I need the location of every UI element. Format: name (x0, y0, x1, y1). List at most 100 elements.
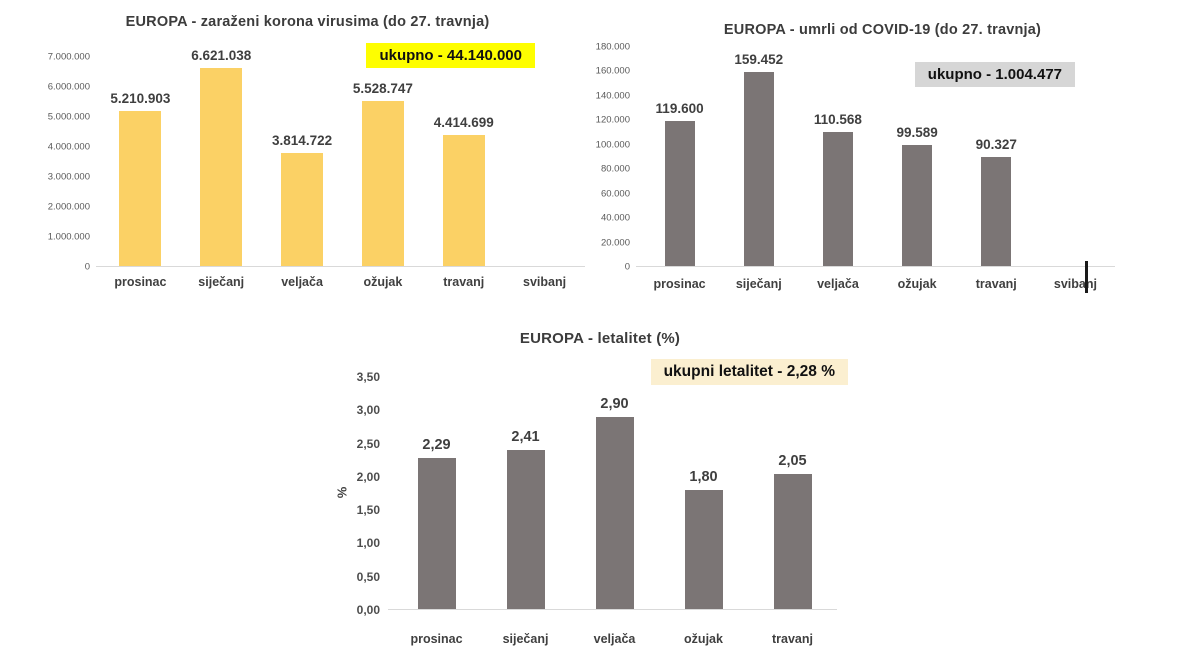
y-tick-label: 2,00 (356, 469, 380, 484)
y-tick-label: 20.000 (600, 237, 630, 249)
category-slot: 1,80 (659, 377, 748, 610)
bar-prosinac (664, 120, 695, 267)
plot-area: 119.600 159.452 110.568 99.589 90.327 (636, 47, 1115, 267)
x-tick-label: siječanj (198, 275, 245, 289)
x-axis-labels: prosinac siječanj veljača ožujak travanj svib… (100, 275, 585, 289)
value-label: 99.589 (896, 125, 938, 141)
x-tick-label: svibanj (523, 275, 567, 289)
category-slot: 6.621.038 (181, 48, 262, 267)
x-tick-label: travanj (975, 277, 1017, 291)
x-tick-label: prosinac (410, 632, 463, 646)
bar-veljača (822, 131, 853, 267)
x-tick-label: travanj (443, 275, 485, 289)
total-badge: ukupni letalitet - 2,28 % (650, 359, 848, 385)
y-tick-label: 3,50 (356, 370, 380, 384)
y-tick-label: 120.000 (595, 114, 630, 126)
value-label: 119.600 (655, 100, 704, 116)
x-tick-label: veljača (281, 275, 323, 289)
y-axis: 180.000 160.000 140.000 120.000 100.000 80.00… (595, 42, 640, 273)
value-label: 5.210.903 (110, 90, 171, 106)
y-tick-label: 0,50 (356, 569, 380, 584)
y-tick-label: 2.000.000 (47, 201, 90, 213)
chart-title: EUROPA - umrli od COVID-19 (do 27. travn… (723, 22, 1042, 38)
bar-siječanj (743, 72, 774, 267)
value-label: 90.327 (975, 136, 1017, 152)
value-label: 2,41 (511, 428, 540, 445)
plot-area: 2,29 2,41 2,90 1,80 2,05 (388, 377, 837, 610)
category-slot: 2,90 (570, 377, 659, 610)
y-tick-label: 3.000.000 (47, 171, 90, 183)
value-label: 3.814.722 (272, 132, 333, 148)
value-label: 159.452 (734, 52, 784, 68)
value-label: 6.621.038 (191, 48, 252, 64)
y-tick-label: 5.000.000 (47, 111, 90, 123)
x-tick-label: travanj (772, 632, 813, 646)
plot-area: 5.210.903 6.621.038 3.814.722 5.528.747 4.41… (96, 48, 585, 267)
y-tick-label: 0 (624, 261, 630, 273)
x-axis-labels: prosinac siječanj veljača ožujak travanj (392, 632, 837, 646)
category-slot: 110.568 (798, 47, 877, 267)
text-cursor (1085, 261, 1088, 293)
y-tick-label: 2,50 (356, 436, 380, 451)
bar-siječanj (200, 68, 243, 267)
value-label: 2,90 (600, 395, 629, 412)
y-tick-label: 160.000 (595, 65, 630, 77)
y-tick-label: 0,00 (356, 603, 380, 617)
category-slot: 119.600 (640, 47, 719, 267)
y-tick-label: 140.000 (595, 90, 630, 102)
chart-lethality-europe: EUROPA - letalitet (%) ukupni letalitet … (330, 325, 870, 659)
x-tick-label: ožujak (897, 277, 937, 291)
category-slot: 159.452 (719, 47, 798, 267)
category-slot (504, 57, 585, 267)
y-axis: 3,50 3,00 2,50 2,00 1,50 1,00 0,50 0,00 (330, 370, 392, 617)
x-tick-label: prosinac (653, 277, 706, 291)
x-tick-label: veljača (593, 632, 636, 646)
category-slot: 5.528.747 (342, 57, 423, 267)
chart-deaths-europe: EUROPA - umrli od COVID-19 (do 27. travn… (595, 6, 1170, 306)
x-tick-label: svibanj (1053, 277, 1097, 291)
y-tick-label: 4.000.000 (47, 141, 90, 153)
bar-prosinac (119, 110, 162, 267)
y-tick-label: 1,00 (356, 536, 380, 551)
y-tick-label: 1.000.000 (47, 231, 90, 243)
y-tick-label: 0 (84, 261, 90, 273)
bar-ožujak (902, 145, 933, 267)
category-slot (1036, 47, 1115, 267)
category-slot: 3.814.722 (262, 57, 343, 267)
x-tick-label: siječanj (735, 277, 782, 291)
y-tick-label: 7.000.000 (47, 51, 90, 63)
category-slot: 90.327 (957, 47, 1036, 267)
y-axis: 7.000.000 6.000.000 5.000.000 4.000.000 3.00… (30, 52, 100, 273)
chart-infected-europe: EUROPA - zaraženi korona virusima (do 27… (30, 6, 585, 306)
y-tick-label: 1,50 (356, 503, 380, 518)
x-axis-labels: prosinac siječanj veljača ožujak travanj svib… (640, 277, 1115, 291)
value-label: 5.528.747 (352, 81, 413, 97)
bar-travanj (981, 156, 1012, 267)
bar-prosinac (417, 457, 456, 610)
chart-title: EUROPA - zaraženi korona virusima (do 27… (125, 14, 490, 30)
y-tick-label: 180.000 (595, 41, 630, 53)
category-slot: 5.210.903 (100, 57, 181, 267)
category-slot: 2,29 (392, 377, 481, 610)
category-slot: 2,05 (748, 377, 837, 610)
bar-veljača (595, 416, 634, 610)
x-tick-label: veljača (817, 277, 859, 291)
value-label: 110.568 (813, 111, 862, 127)
y-tick-label: 80.000 (600, 163, 630, 175)
x-tick-label: ožujak (684, 632, 723, 646)
x-tick-label: ožujak (363, 275, 403, 289)
category-slot: 99.589 (878, 47, 957, 267)
bar-ožujak (361, 101, 404, 267)
value-label: 1,80 (689, 469, 718, 486)
bar-veljača (281, 152, 324, 267)
y-tick-label: 6.000.000 (47, 81, 90, 93)
value-label: 2,29 (422, 436, 451, 453)
x-tick-label: siječanj (502, 632, 549, 646)
bar-travanj (773, 473, 812, 610)
value-label: 2,05 (778, 452, 807, 469)
category-slot: 4.414.699 (423, 57, 504, 267)
y-tick-label: 60.000 (600, 188, 630, 200)
category-slot: 2,41 (481, 377, 570, 610)
total-badge: ukupno - 44.140.000 (366, 43, 535, 68)
